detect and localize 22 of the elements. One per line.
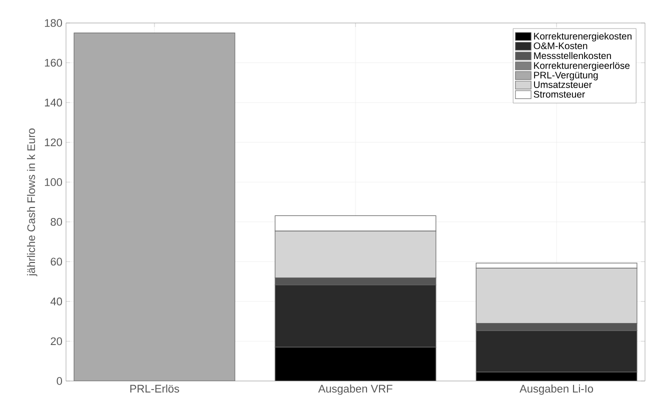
y-tick-label: 160 <box>44 58 62 67</box>
y-axis-title: jährliche Cash Flows in k Euro <box>27 128 38 276</box>
bar <box>274 346 436 381</box>
y-tick-label: 180 <box>44 19 62 27</box>
legend-label: PRL-Vergütung <box>534 72 598 80</box>
legend-label: O&M-Kosten <box>534 42 588 50</box>
y-tick-label: 100 <box>44 178 62 186</box>
legend-label: Messstellenkosten <box>534 52 611 60</box>
legend-label: Umsatzsteuer <box>534 81 592 88</box>
x-tick-label: Ausgaben VRF <box>318 384 392 395</box>
x-tick-label: PRL-Erlös <box>130 384 180 393</box>
legend-label: Korrekturenergieerlöse <box>534 62 630 71</box>
x-tick-label: Ausgaben Li-Io <box>520 384 594 395</box>
y-tick-label: 120 <box>44 138 62 146</box>
legend-label: Stromsteuer <box>534 90 585 98</box>
legend-label: Korrekturenergiekosten <box>534 32 632 42</box>
y-tick-label: 0 <box>56 377 62 385</box>
y-tick-label: 140 <box>44 98 62 106</box>
y-tick-label: 20 <box>50 337 62 346</box>
y-tick-label: 40 <box>50 298 62 306</box>
y-tick-label: 80 <box>50 218 62 226</box>
y-tick-label: 60 <box>50 258 62 266</box>
